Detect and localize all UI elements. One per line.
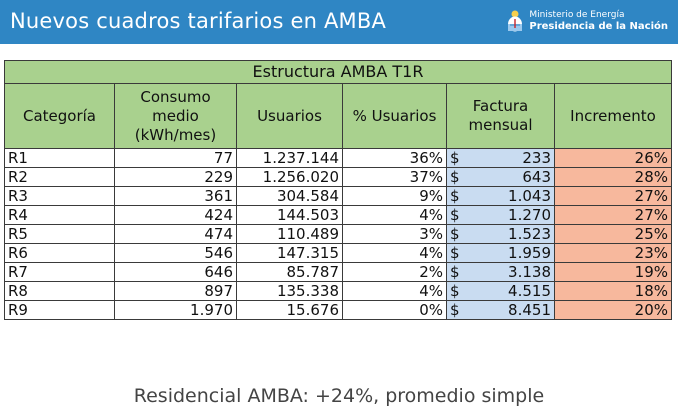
tariff-table: Estructura AMBA T1R Categoría Consumo me… (3, 60, 673, 320)
increase-cell: 19% (553, 262, 673, 282)
footer-summary: Residencial AMBA: +24%, promedio simple (133, 385, 545, 407)
invoice-cell: $1.043 (446, 186, 555, 206)
increase-cell: 27% (553, 205, 673, 225)
column-header: Incremento (553, 83, 673, 149)
currency-symbol: $ (450, 168, 460, 186)
invoice-cell: $4.515 (446, 281, 555, 301)
category-cell: R3 (4, 186, 115, 206)
category-cell: R5 (4, 224, 115, 244)
currency-symbol: $ (450, 149, 460, 167)
users-percent-cell: 9% (342, 186, 447, 206)
users-cell: 147.315 (236, 243, 343, 263)
users-percent-cell: 36% (342, 148, 447, 168)
column-header: Categoría (4, 83, 115, 149)
consumption-cell: 229 (114, 167, 237, 187)
currency-symbol: $ (450, 187, 460, 205)
table-row: R1 77 1.237.144 36% $233 26% (4, 148, 673, 168)
invoice-cell: $233 (446, 148, 555, 168)
invoice-value: 233 (522, 149, 551, 167)
consumption-cell: 897 (114, 281, 237, 301)
users-percent-cell: 4% (342, 281, 447, 301)
table-row: R3 361 304.584 9% $1.043 27% (4, 186, 673, 206)
currency-symbol: $ (450, 225, 460, 243)
category-cell: R9 (4, 300, 115, 320)
header-bar: Nuevos cuadros tarifarios en AMBA Minist… (0, 0, 678, 44)
consumption-cell: 474 (114, 224, 237, 244)
invoice-value: 1.523 (508, 225, 551, 243)
category-cell: R4 (4, 205, 115, 225)
table-row: R8 897 135.338 4% $4.515 18% (4, 281, 673, 301)
table-row: R7 646 85.787 2% $3.138 19% (4, 262, 673, 282)
invoice-value: 4.515 (508, 282, 551, 300)
column-header: Factura mensual (446, 83, 555, 149)
increase-cell: 23% (553, 243, 673, 263)
users-cell: 110.489 (236, 224, 343, 244)
category-cell: R8 (4, 281, 115, 301)
column-header: Usuarios (236, 83, 343, 149)
table-row: R2 229 1.256.020 37% $643 28% (4, 167, 673, 187)
currency-symbol: $ (450, 263, 460, 281)
table-row: R5 474 110.489 3% $1.523 25% (4, 224, 673, 244)
users-cell: 1.237.144 (236, 148, 343, 168)
category-cell: R2 (4, 167, 115, 187)
consumption-cell: 646 (114, 262, 237, 282)
users-percent-cell: 0% (342, 300, 447, 320)
argentina-coat-of-arms-icon (506, 10, 524, 32)
table-row: R9 1.970 15.676 0% $8.451 20% (4, 300, 673, 320)
users-percent-cell: 4% (342, 243, 447, 263)
increase-cell: 18% (553, 281, 673, 301)
users-cell: 1.256.020 (236, 167, 343, 187)
increase-cell: 25% (553, 224, 673, 244)
ministry-name: Ministerio de Energía (529, 10, 625, 20)
consumption-cell: 77 (114, 148, 237, 168)
table-title: Estructura AMBA T1R (3, 60, 673, 84)
category-cell: R1 (4, 148, 115, 168)
increase-cell: 28% (553, 167, 673, 187)
invoice-cell: $1.959 (446, 243, 555, 263)
users-percent-cell: 2% (342, 262, 447, 282)
invoice-cell: $8.451 (446, 300, 555, 320)
table-row: R4 424 144.503 4% $1.270 27% (4, 205, 673, 225)
presidency-name: Presidencia de la Nación (529, 21, 668, 32)
consumption-cell: 424 (114, 205, 237, 225)
invoice-cell: $3.138 (446, 262, 555, 282)
users-cell: 15.676 (236, 300, 343, 320)
invoice-cell: $1.270 (446, 205, 555, 225)
invoice-value: 1.959 (508, 244, 551, 262)
users-cell: 135.338 (236, 281, 343, 301)
users-percent-cell: 37% (342, 167, 447, 187)
users-percent-cell: 4% (342, 205, 447, 225)
consumption-cell: 1.970 (114, 300, 237, 320)
consumption-cell: 361 (114, 186, 237, 206)
column-header: % Usuarios (342, 83, 447, 149)
category-cell: R6 (4, 243, 115, 263)
consumption-cell: 546 (114, 243, 237, 263)
increase-cell: 26% (553, 148, 673, 168)
increase-cell: 27% (553, 186, 673, 206)
invoice-value: 1.043 (508, 187, 551, 205)
currency-symbol: $ (450, 282, 460, 300)
invoice-cell: $1.523 (446, 224, 555, 244)
column-header: Consumo medio (kWh/mes) (114, 83, 237, 149)
page-title: Nuevos cuadros tarifarios en AMBA (10, 9, 387, 33)
ministry-logo: Ministerio de Energía Presidencia de la … (506, 6, 668, 36)
currency-symbol: $ (450, 206, 460, 224)
invoice-cell: $643 (446, 167, 555, 187)
users-cell: 144.503 (236, 205, 343, 225)
currency-symbol: $ (450, 301, 460, 319)
invoice-value: 1.270 (508, 206, 551, 224)
invoice-value: 3.138 (508, 263, 551, 281)
invoice-value: 643 (522, 168, 551, 186)
increase-cell: 20% (553, 300, 673, 320)
invoice-value: 8.451 (508, 301, 551, 319)
table-row: R6 546 147.315 4% $1.959 23% (4, 243, 673, 263)
users-cell: 85.787 (236, 262, 343, 282)
category-cell: R7 (4, 262, 115, 282)
users-percent-cell: 3% (342, 224, 447, 244)
users-cell: 304.584 (236, 186, 343, 206)
table-header-row: Categoría Consumo medio (kWh/mes) Usuari… (4, 83, 673, 149)
currency-symbol: $ (450, 244, 460, 262)
